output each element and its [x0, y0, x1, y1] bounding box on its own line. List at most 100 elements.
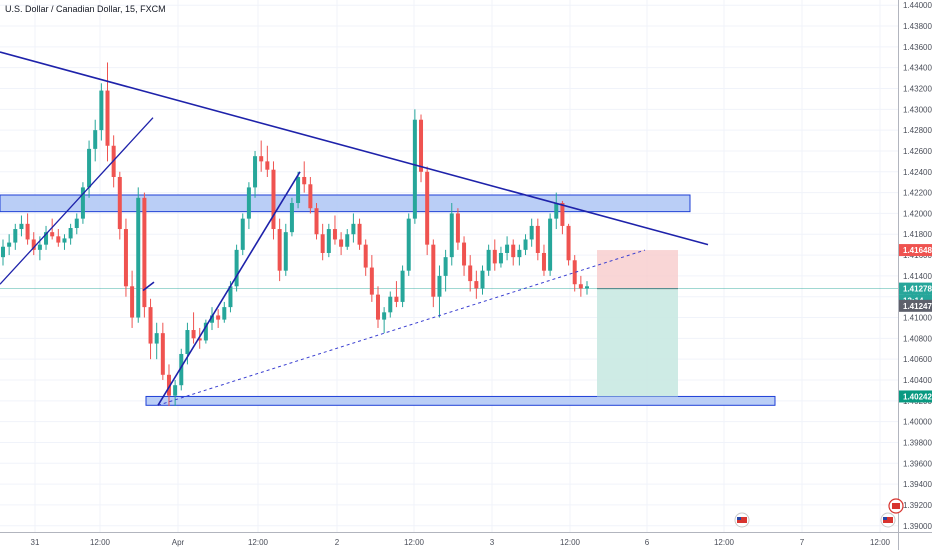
candle-body [154, 333, 159, 344]
candle-body [246, 187, 251, 219]
candle-body [240, 218, 245, 250]
candle-body [210, 315, 215, 323]
candle-body [369, 267, 374, 295]
candle-body [62, 238, 67, 243]
event-icons [734, 498, 904, 528]
candle-body [296, 176, 301, 204]
price-tick-label: 1.43800 [903, 22, 932, 31]
price-tag-label: 1.41247 [903, 302, 932, 311]
price-tick-label: 1.42000 [903, 209, 932, 218]
candle-body [191, 330, 196, 339]
canada-flag-leaf [892, 503, 900, 509]
candle-body [123, 229, 128, 287]
candle-body [308, 184, 313, 209]
rising-trendline [157, 171, 301, 406]
price-tag-bg [899, 299, 932, 312]
candle-body [388, 296, 393, 313]
price-tag-bg [899, 282, 932, 295]
candle-body [99, 90, 104, 131]
candle-body [253, 156, 258, 188]
candle-body [468, 265, 473, 282]
candle-body [406, 218, 411, 271]
candle-body [419, 119, 424, 172]
price-tick-label: 1.43400 [903, 64, 932, 73]
drawings [0, 51, 709, 406]
candle-body [443, 257, 448, 276]
price-tick-label: 1.41000 [903, 314, 932, 323]
candle-body [523, 239, 528, 250]
price-tick-label: 1.40600 [903, 355, 932, 364]
candle-body [492, 249, 497, 264]
candle-body [339, 239, 344, 247]
candle-body [130, 286, 135, 318]
rising-dashed-trendline [157, 249, 646, 406]
candle-body [68, 228, 73, 239]
candle-body [314, 208, 319, 235]
candle-body [351, 223, 356, 235]
us-flag-icon-canton [737, 517, 741, 520]
candle-body [228, 286, 233, 308]
resistance-zone [0, 194, 691, 213]
price-tick-label: 1.41400 [903, 272, 932, 281]
time-tick-label: 12:00 [404, 538, 425, 547]
candle-body [529, 225, 534, 240]
price-tick-label: 1.43000 [903, 105, 932, 114]
price-tick-label: 1.42600 [903, 147, 932, 156]
candle-body [560, 203, 565, 226]
time-tick-label: 12:00 [714, 538, 735, 547]
candle-body [265, 161, 270, 170]
candle-body [511, 244, 516, 258]
candle-body [375, 294, 380, 320]
price-tag-label: 1.40242 [903, 392, 932, 401]
us-flag-icon-canton [883, 517, 887, 520]
candle-body [142, 197, 147, 308]
candle-body [474, 281, 479, 289]
candle-body [326, 229, 331, 253]
stop-loss-zone [597, 250, 678, 289]
price-tick-label: 1.43200 [903, 84, 932, 93]
zones [0, 194, 898, 406]
price-tick-label: 1.39200 [903, 501, 932, 510]
price-tick-label: 1.40400 [903, 376, 932, 385]
candle-body [548, 218, 553, 271]
candle-body [148, 307, 153, 344]
time-tick-label: 12:00 [90, 538, 111, 547]
price-tag-label: 1.41648 [903, 246, 932, 255]
candle-body [572, 260, 577, 285]
candle-body [50, 232, 55, 237]
candle-body [203, 322, 208, 341]
candle-body [13, 229, 18, 243]
candle-body [462, 242, 467, 266]
time-tick-label: 3 [490, 538, 495, 547]
price-tick-label: 1.39600 [903, 459, 932, 468]
candle-body [44, 232, 49, 245]
candle-body [234, 249, 239, 287]
candle-body [345, 234, 350, 247]
price-tag-bg [899, 390, 932, 403]
candle-body [394, 296, 399, 302]
candle-body [185, 330, 190, 354]
price-tick-label: 1.42400 [903, 168, 932, 177]
candle-body [357, 223, 362, 245]
candle-body [455, 213, 460, 243]
time-tick-label: Apr [172, 538, 185, 547]
candle-body [136, 197, 141, 318]
candle-body [585, 286, 589, 289]
candle-body [222, 307, 227, 320]
channel-line [0, 117, 154, 285]
price-tick-label: 1.42800 [903, 126, 932, 135]
candle-body [166, 374, 171, 396]
price-tick-label: 1.39000 [903, 522, 932, 531]
candle-body [1, 246, 5, 258]
candle-body [7, 242, 12, 247]
candle-body [216, 315, 221, 320]
price-tag-bg [899, 244, 932, 257]
time-tick-label: 12:00 [248, 538, 269, 547]
candle-body [87, 148, 92, 188]
candle-body [363, 244, 368, 268]
candle-body [437, 275, 442, 297]
price-tick-label: 1.40000 [903, 418, 932, 427]
